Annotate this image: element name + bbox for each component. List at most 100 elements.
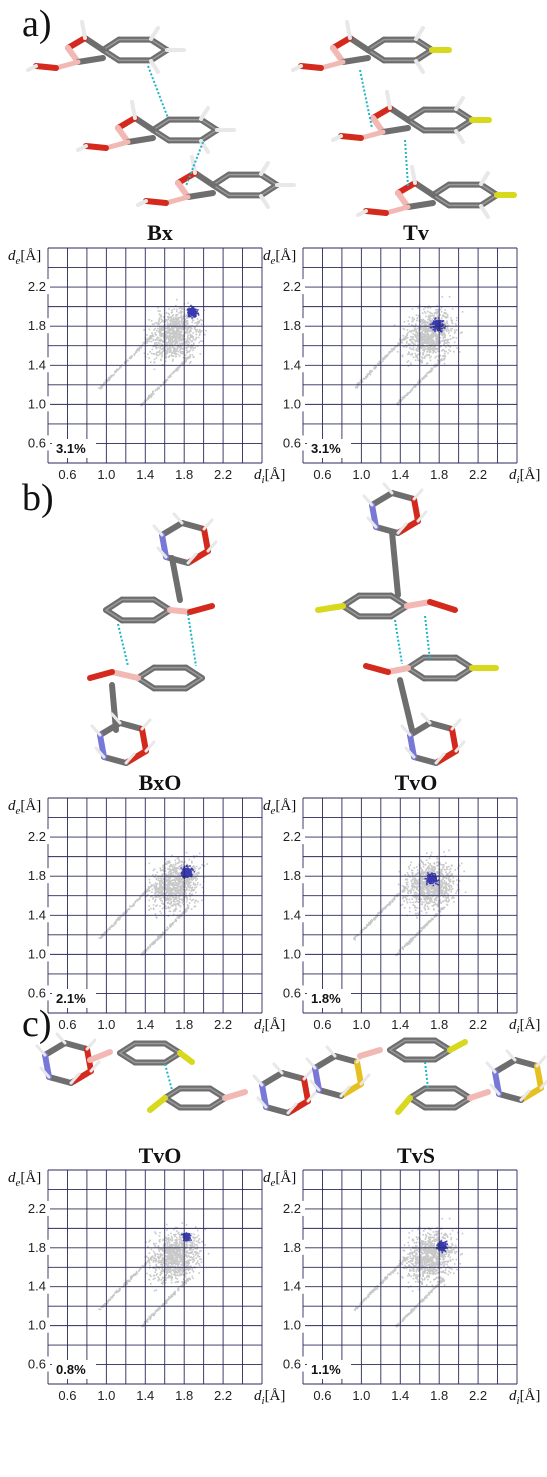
y-tick-label: 1.4 <box>28 907 46 922</box>
y-tick-bg <box>24 357 50 373</box>
grid <box>47 1169 263 1385</box>
y-tick-bg <box>24 985 50 1001</box>
x-tick-label: 1.4 <box>136 467 154 482</box>
grid <box>302 797 518 1014</box>
contact-cloud <box>98 298 207 407</box>
plot-title-tv: Tv <box>403 220 429 245</box>
x-axis-label: di[Å] <box>254 1017 285 1036</box>
crystal-packing-structures <box>26 20 547 1116</box>
x-tick-label: 2.2 <box>214 1017 232 1032</box>
y-tick-bg <box>279 1239 305 1255</box>
y-tick-bg <box>279 946 305 962</box>
y-tick-bg <box>279 868 305 884</box>
y-tick-label: 1.0 <box>283 396 301 411</box>
highlighted-contacts <box>181 1232 192 1242</box>
grid <box>302 247 518 464</box>
y-tick-label: 0.6 <box>283 985 301 1000</box>
contact-percentage: 3.1% <box>311 441 341 456</box>
percentage-bg <box>307 989 351 1008</box>
x-tick-label: 0.6 <box>58 467 76 482</box>
y-tick-label: 0.6 <box>28 435 46 450</box>
packing-tv <box>291 20 517 219</box>
y-tick-bg <box>24 1200 50 1216</box>
contact-percentage: 0.8% <box>56 1362 86 1377</box>
x-tick-label: 1.4 <box>391 467 409 482</box>
percentage-bg <box>52 439 96 458</box>
packing-tvo-b <box>315 482 499 766</box>
x-tick-label: 1.0 <box>97 1017 115 1032</box>
x-axis-label: di[Å] <box>509 467 540 486</box>
x-tick-label: 1.8 <box>175 1017 193 1032</box>
highlighted-contacts <box>424 872 440 887</box>
y-tick-bg <box>279 1317 305 1333</box>
x-tick-label: 0.6 <box>58 1017 76 1032</box>
fingerprint-plot-1: 0.6 1.0 1.4 1.8 2.2 0.6 1.0 1.4 1.8 2.2 de[Å] di[Å]… <box>8 247 285 486</box>
y-tick-label: 0.6 <box>283 1357 301 1372</box>
y-tick-label: 1.0 <box>283 946 301 961</box>
fingerprint-plot-2: 0.6 1.0 1.4 1.8 2.2 0.6 1.0 1.4 1.8 2.2 de[Å] di[Å]… <box>263 247 540 486</box>
x-tick-label: 2.2 <box>469 1017 487 1032</box>
fingerprint-plot-5: 0.6 1.0 1.4 1.8 2.2 0.6 1.0 1.4 1.8 2.2 de[Å] di[Å]… <box>8 1169 285 1407</box>
fingerprint-plots: 0.6 1.0 1.4 1.8 2.2 0.6 1.0 1.4 1.8 2.2 de[Å] di[Å]… <box>8 247 540 1407</box>
y-tick-bg <box>279 1356 305 1372</box>
x-tick-label: 0.6 <box>313 467 331 482</box>
y-tick-bg <box>24 279 50 295</box>
y-tick-bg <box>279 435 305 451</box>
y-tick-label: 1.0 <box>28 396 46 411</box>
y-axis-label: de[Å] <box>8 1170 41 1189</box>
panel-label-b: b) <box>22 477 54 519</box>
x-axis-label: di[Å] <box>254 467 285 486</box>
y-tick-label: 1.0 <box>28 1318 46 1333</box>
y-tick-label: 2.2 <box>283 1201 301 1216</box>
plot-title-tvo-c: TvO <box>138 1143 182 1168</box>
y-tick-bg <box>24 1317 50 1333</box>
x-tick-label: 1.8 <box>430 1388 448 1403</box>
packing-bxo <box>87 512 218 766</box>
packing-bx <box>26 20 296 209</box>
fingerprint-plot-3: 0.6 1.0 1.4 1.8 2.2 0.6 1.0 1.4 1.8 2.2 de[Å] di[Å]… <box>8 797 285 1036</box>
y-tick-bg <box>279 318 305 334</box>
x-tick-label: 1.8 <box>175 1388 193 1403</box>
percentage-bg <box>52 989 96 1008</box>
x-tick-label: 1.4 <box>136 1388 154 1403</box>
y-tick-bg <box>24 907 50 923</box>
y-tick-label: 1.4 <box>283 357 301 372</box>
y-tick-label: 1.0 <box>28 946 46 961</box>
contact-cloud <box>353 849 467 956</box>
x-tick-label: 2.2 <box>214 1388 232 1403</box>
y-tick-label: 1.4 <box>28 1279 46 1294</box>
contact-cloud <box>98 1222 210 1328</box>
fingerprint-plot-4: 0.6 1.0 1.4 1.8 2.2 0.6 1.0 1.4 1.8 2.2 de[Å] di[Å]… <box>263 797 540 1036</box>
grid <box>47 247 263 464</box>
contact-percentage: 3.1% <box>56 441 86 456</box>
percentage-bg <box>307 1360 351 1379</box>
y-tick-bg <box>24 868 50 884</box>
y-tick-label: 0.6 <box>283 435 301 450</box>
x-tick-label: 2.2 <box>214 467 232 482</box>
x-tick-label: 0.6 <box>313 1017 331 1032</box>
y-tick-label: 2.2 <box>28 829 46 844</box>
plot-title-tvs: TvS <box>397 1143 435 1168</box>
y-tick-bg <box>24 318 50 334</box>
y-tick-label: 0.6 <box>28 1357 46 1372</box>
y-axis-label: de[Å] <box>263 248 296 267</box>
x-tick-label: 2.2 <box>469 1388 487 1403</box>
y-tick-label: 1.8 <box>28 1240 46 1255</box>
x-tick-label: 1.0 <box>97 1388 115 1403</box>
x-axis-label: di[Å] <box>254 1388 285 1407</box>
y-tick-bg <box>279 1200 305 1216</box>
grid <box>47 797 263 1014</box>
x-tick-label: 1.8 <box>430 1017 448 1032</box>
y-tick-bg <box>24 829 50 845</box>
y-tick-bg <box>24 1356 50 1372</box>
y-tick-label: 1.0 <box>283 1318 301 1333</box>
fingerprint-plot-6: 0.6 1.0 1.4 1.8 2.2 0.6 1.0 1.4 1.8 2.2 de[Å] di[Å]… <box>263 1169 540 1407</box>
y-tick-bg <box>24 1278 50 1294</box>
highlighted-contacts <box>186 304 200 319</box>
y-tick-bg <box>279 985 305 1001</box>
y-tick-bg <box>279 357 305 373</box>
y-tick-label: 1.8 <box>283 868 301 883</box>
y-tick-bg <box>24 396 50 412</box>
plot-title-tvo-b: TvO <box>394 770 438 795</box>
y-tick-bg <box>279 279 305 295</box>
